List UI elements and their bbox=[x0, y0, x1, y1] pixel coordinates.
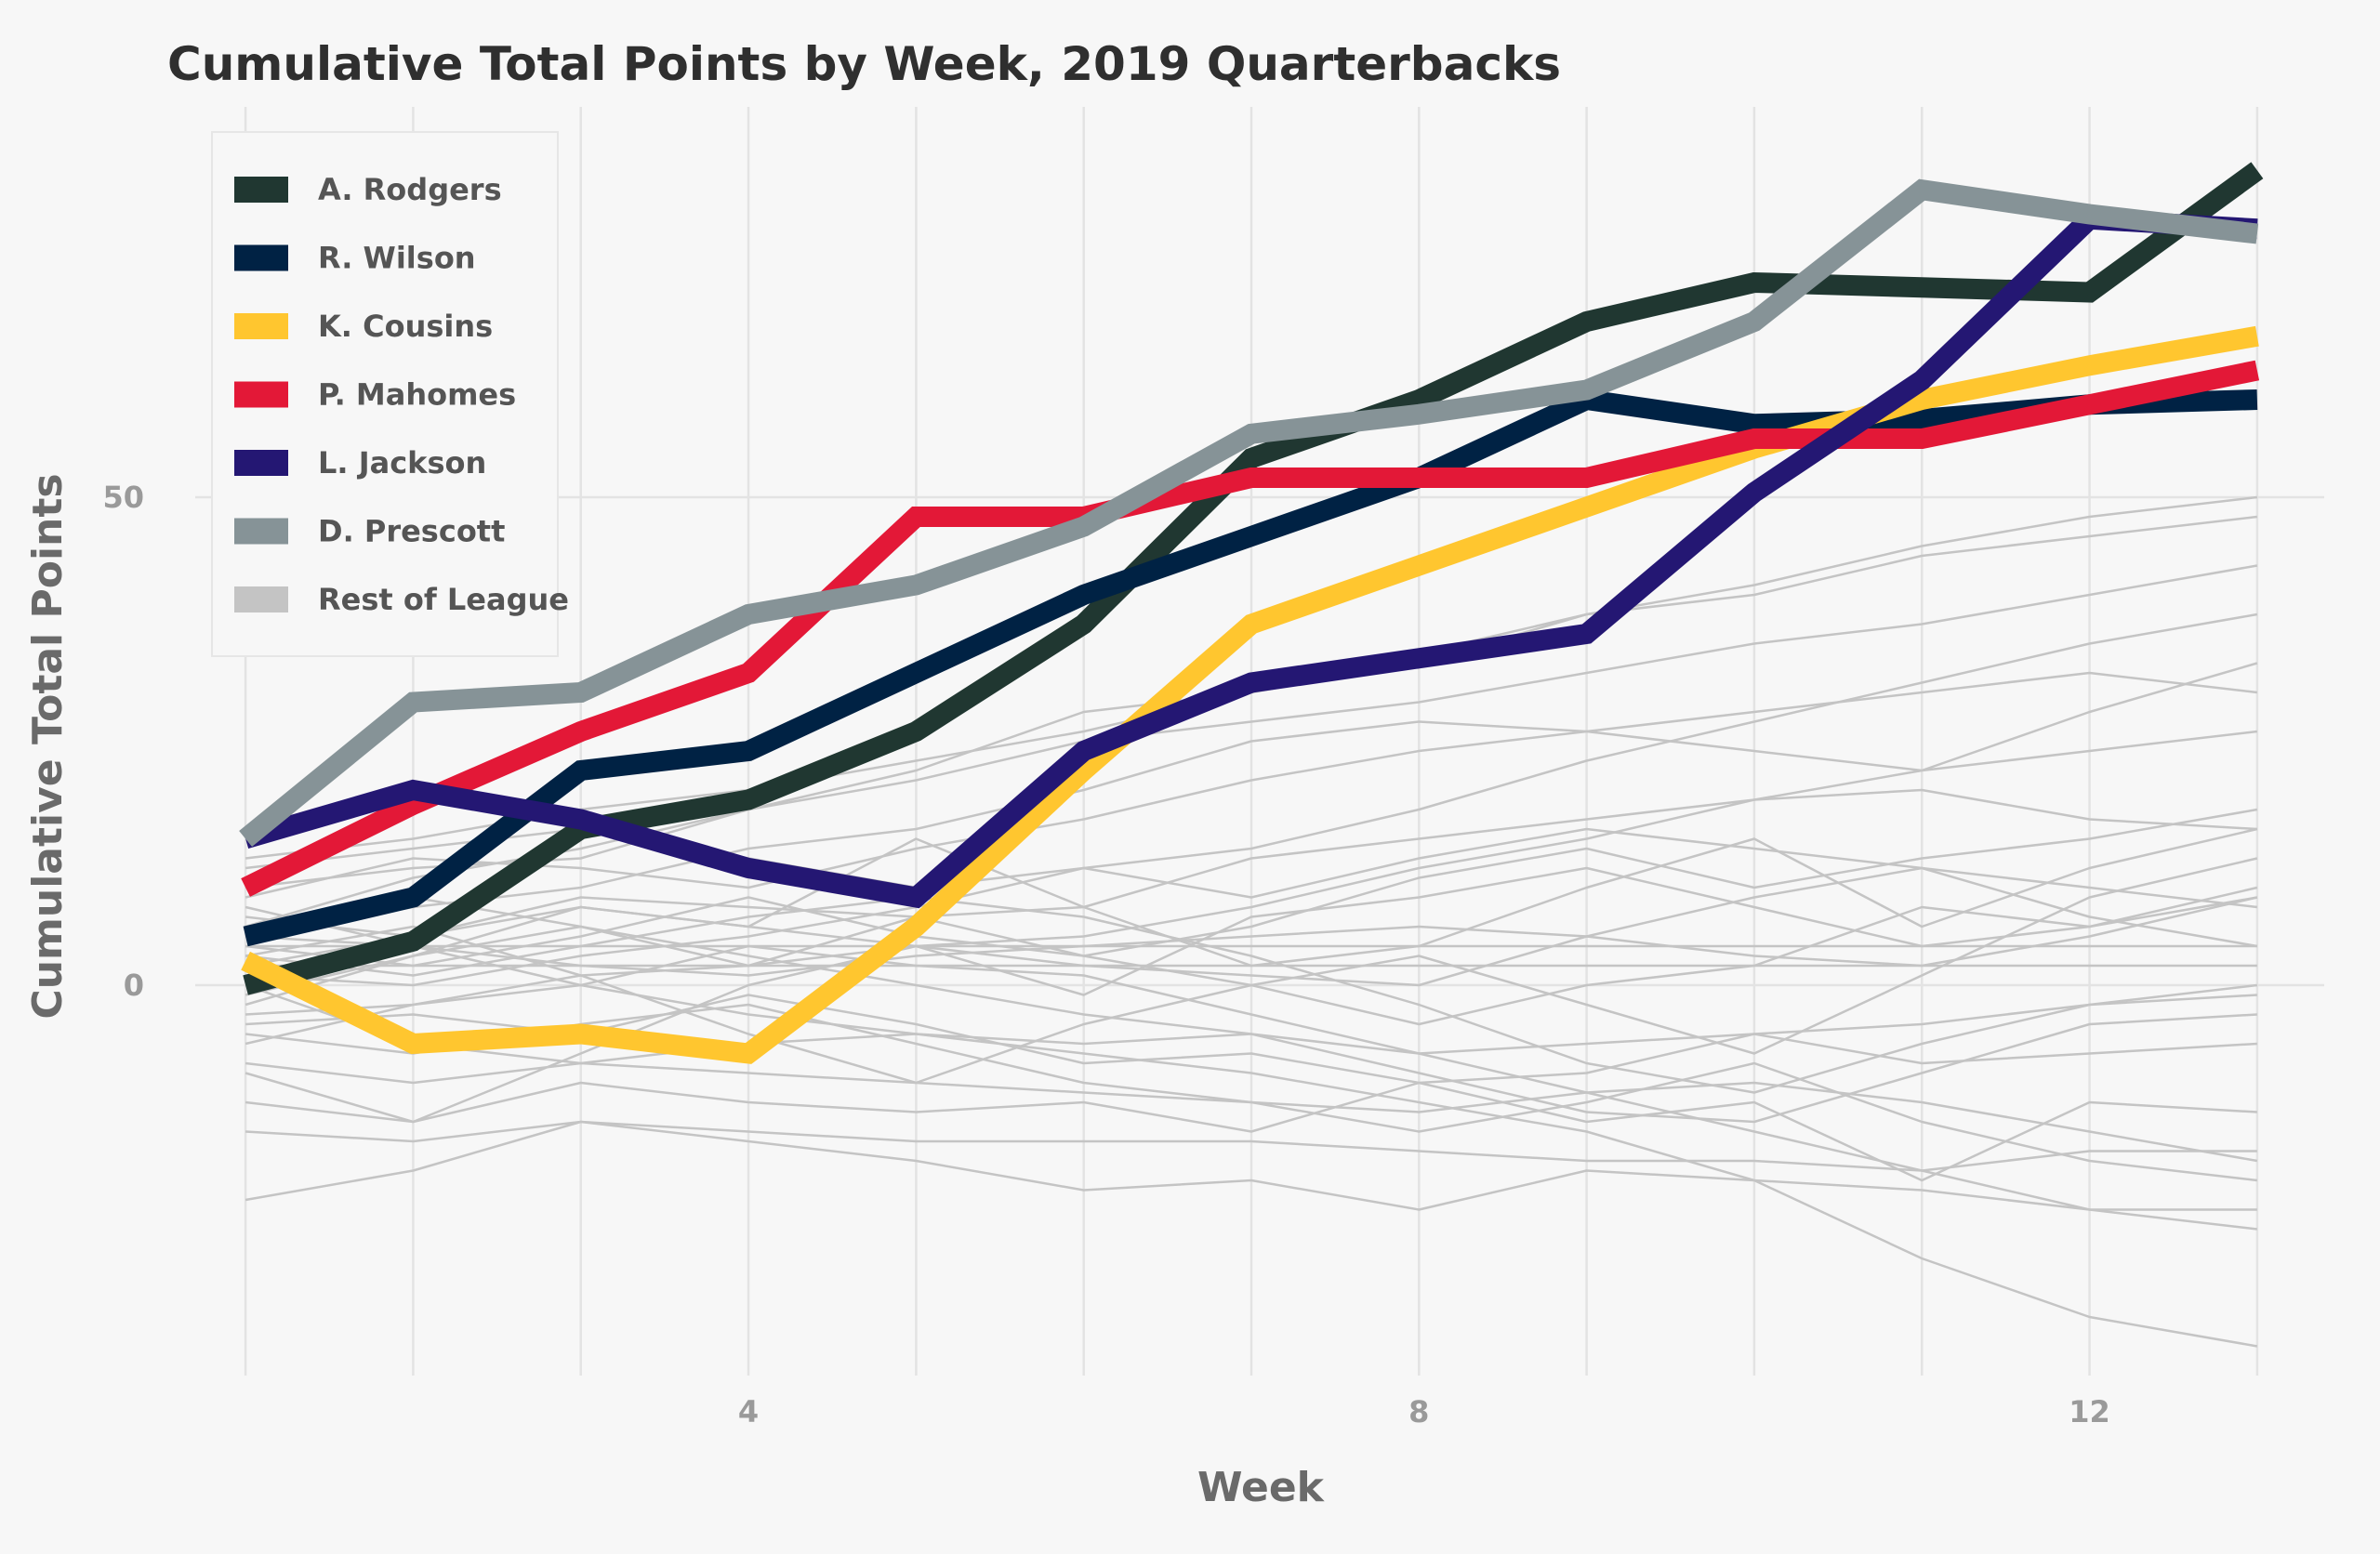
series-line-k-cousins bbox=[241, 325, 2259, 1064]
x-axis-title: Week bbox=[1197, 1464, 1326, 1511]
legend-swatch-a-rodgers bbox=[234, 177, 288, 203]
rest-of-league-line bbox=[245, 671, 2258, 899]
rest-of-league-line bbox=[245, 944, 2258, 1231]
y-tick-label: 0 bbox=[124, 968, 144, 1003]
legend-swatch-d-prescott bbox=[234, 518, 288, 545]
rest-of-league-line bbox=[245, 1120, 2257, 1211]
axis-ticks: 4 8 12 0 50 bbox=[102, 480, 2109, 1429]
legend-swatch-l-jackson bbox=[234, 450, 288, 476]
legend-label-l-jackson: L. Jackson bbox=[318, 445, 486, 481]
legend-swatch-p-mahomes bbox=[234, 381, 288, 408]
rest-of-league-line bbox=[245, 612, 2258, 987]
chart-title: Cumulative Total Points by Week, 2019 Qu… bbox=[167, 37, 1561, 91]
legend-label-rest-of-league: Rest of League bbox=[318, 582, 569, 617]
legend-label-a-rodgers: A. Rodgers bbox=[318, 172, 502, 207]
rest-of-league-line bbox=[245, 1081, 2257, 1182]
y-axis-title: Cumulative Total Points bbox=[24, 473, 72, 1019]
x-tick-label: 12 bbox=[2069, 1394, 2110, 1429]
legend-swatch-rest-of-league bbox=[234, 586, 288, 612]
rest-of-league-lines bbox=[245, 495, 2258, 1348]
y-tick-label: 50 bbox=[102, 480, 144, 515]
rest-of-league-line bbox=[245, 896, 2258, 977]
series-line-l-jackson bbox=[243, 208, 2258, 909]
series-line-d-prescott bbox=[239, 178, 2259, 848]
legend-label-r-wilson: R. Wilson bbox=[318, 241, 476, 276]
rest-of-league-line bbox=[245, 730, 2258, 938]
legend: A. Rodgers R. Wilson K. Cousins P. Mahomes L… bbox=[211, 131, 569, 657]
highlighted-qb-lines bbox=[239, 162, 2264, 1064]
x-tick-label: 8 bbox=[1408, 1394, 1429, 1429]
series-line-r-wilson bbox=[243, 388, 2258, 947]
legend-label-k-cousins: K. Cousins bbox=[318, 309, 493, 344]
x-tick-label: 4 bbox=[738, 1394, 759, 1429]
rest-of-league-line bbox=[245, 788, 2257, 1016]
legend-label-d-prescott: D. Prescott bbox=[318, 514, 505, 549]
rest-of-league-line bbox=[245, 896, 2257, 1124]
legend-label-p-mahomes: P. Mahomes bbox=[318, 377, 516, 413]
rest-of-league-line bbox=[245, 564, 2258, 928]
rest-of-league-line bbox=[245, 896, 2258, 1094]
legend-swatch-k-cousins bbox=[234, 313, 288, 339]
legend-swatch-r-wilson bbox=[234, 244, 288, 271]
rest-of-league-line bbox=[245, 808, 2258, 968]
series-line-p-mahomes bbox=[241, 360, 2260, 897]
rest-of-league-line bbox=[245, 866, 2258, 987]
rest-of-league-line bbox=[245, 1061, 2258, 1163]
